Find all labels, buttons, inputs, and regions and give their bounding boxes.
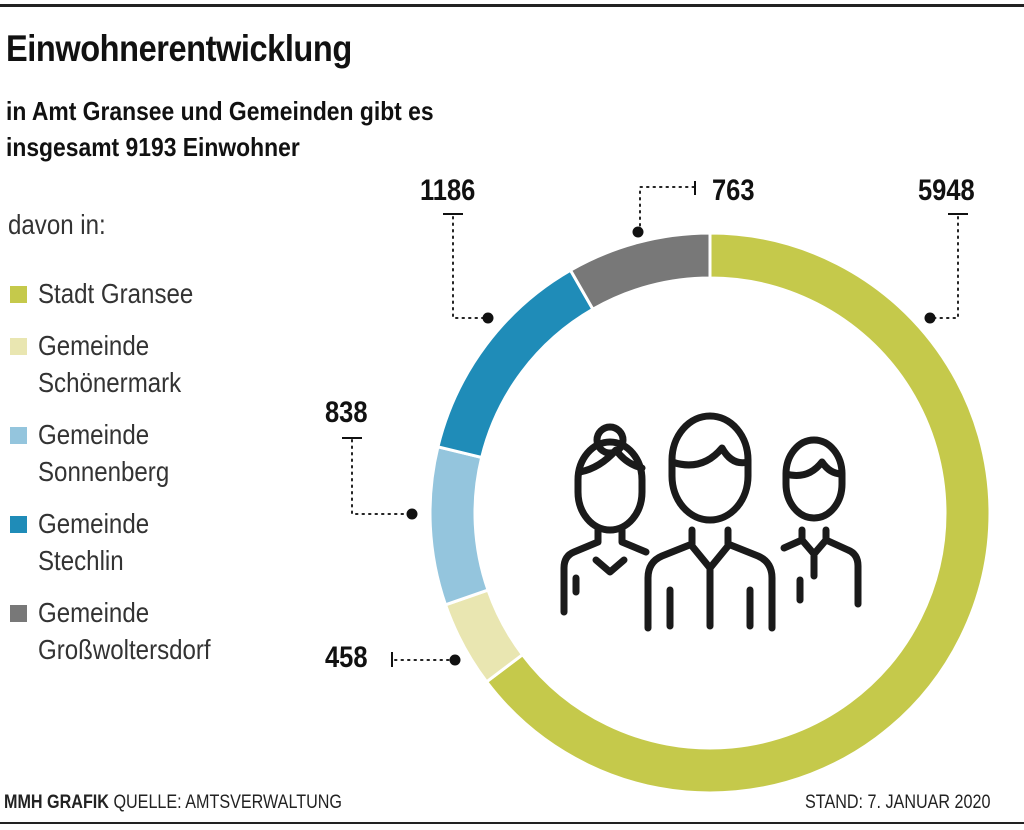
callout-dot <box>449 654 461 666</box>
legend-label-line2: Großwoltersdorf <box>38 634 211 665</box>
legend-label-line2: Sonnenberg <box>38 456 170 487</box>
legend-label: Gemeinde Großwoltersdorf <box>38 594 211 668</box>
callout-line-838 <box>351 439 411 515</box>
footer-source-text: QUELLE: AMTSVERWALTUNG <box>113 792 343 813</box>
legend-swatch <box>10 286 27 303</box>
legend-label-line1: Stadt Gransee <box>38 278 194 309</box>
three-people-icon <box>560 412 862 632</box>
donut-slice-0 <box>484 231 992 795</box>
data-label: 838 <box>325 396 368 429</box>
callout-line-5948 <box>931 216 959 319</box>
callout-dot <box>924 312 936 324</box>
bottom-rule <box>0 822 1024 824</box>
legend-label-line1: Gemeinde <box>38 419 150 450</box>
data-label: 5948 <box>918 174 975 207</box>
callout-line-1186 <box>452 216 487 319</box>
footer-date: STAND: 7. JANUAR 2020 <box>805 792 991 813</box>
data-label: 458 <box>325 641 368 674</box>
chart-title: Einwohnerentwicklung <box>6 28 352 69</box>
callout-dot <box>406 508 418 520</box>
legend-swatch <box>10 338 27 355</box>
legend-swatch <box>10 427 27 444</box>
top-rule <box>0 4 1024 7</box>
data-label: 763 <box>712 174 755 207</box>
donut-slice-2 <box>428 444 490 607</box>
legend-swatch <box>10 516 27 533</box>
callout-line-763 <box>639 186 695 231</box>
legend-intro: davon in: <box>8 209 106 240</box>
donut-slice-3 <box>436 268 595 460</box>
donut-slice-4 <box>568 231 712 312</box>
subtitle-line1: in Amt Gransee und Gemeinden gibt es <box>6 96 434 126</box>
footer-brand: MMH GRAFIK <box>4 792 109 813</box>
legend-label-line2: Stechlin <box>38 545 124 576</box>
legend-label: Gemeinde Stechlin <box>38 505 149 579</box>
callout-dot <box>632 226 644 238</box>
legend-label-line1: Gemeinde <box>38 597 150 628</box>
legend-label-line2: Schönermark <box>38 367 182 398</box>
legend-swatch <box>10 605 27 622</box>
footer-source: MMH GRAFIK QUELLE: AMTSVERWALTUNG <box>4 792 342 814</box>
legend-label-line1: Gemeinde <box>38 330 150 361</box>
subtitle-line2: insgesamt 9193 Einwohner <box>6 132 300 162</box>
callout-dot <box>482 312 494 324</box>
legend-label: Stadt Gransee <box>38 275 193 312</box>
legend-label: Gemeinde Sonnenberg <box>38 416 169 490</box>
legend-label-line1: Gemeinde <box>38 508 150 539</box>
legend-label: Gemeinde Schönermark <box>38 327 181 401</box>
data-label: 1186 <box>420 174 476 207</box>
